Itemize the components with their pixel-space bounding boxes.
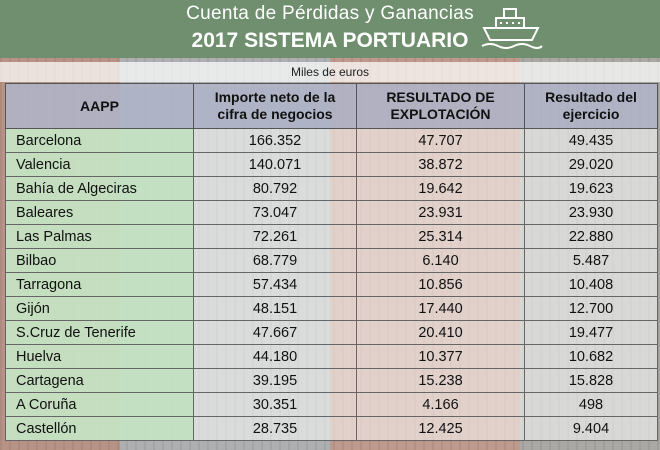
results-table: AAPP Importe neto de la cifra de negocio… <box>5 83 658 441</box>
header-title: 2017 SISTEMA PORTUARIO <box>191 29 469 52</box>
cell-resultado-explotacion: 38.872 <box>356 152 525 177</box>
cell-importe: 44.180 <box>193 344 357 369</box>
table-row: Bahía de Algeciras 80.792 19.642 19.623 <box>5 176 658 201</box>
cell-importe: 80.792 <box>193 176 357 201</box>
cell-importe: 28.735 <box>193 416 357 441</box>
cell-resultado-explotacion: 47.707 <box>356 128 525 153</box>
cell-resultado-ejercicio: 15.828 <box>524 368 658 393</box>
cell-resultado-explotacion: 10.377 <box>356 344 525 369</box>
table-row: Huelva 44.180 10.377 10.682 <box>5 344 658 369</box>
cell-resultado-explotacion: 20.410 <box>356 320 525 345</box>
cell-resultado-explotacion: 10.856 <box>356 272 525 297</box>
cell-resultado-explotacion: 17.440 <box>356 296 525 321</box>
column-header-resultado-explotacion: RESULTADO DE EXPLOTACIÓN <box>356 83 525 129</box>
cell-resultado-ejercicio: 49.435 <box>524 128 658 153</box>
header-subtitle: Cuenta de Pérdidas y Ganancias <box>186 3 474 24</box>
table-row: Cartagena 39.195 15.238 15.828 <box>5 368 658 393</box>
cell-importe: 166.352 <box>193 128 357 153</box>
cell-resultado-explotacion: 6.140 <box>356 248 525 273</box>
table-row: Gijón 48.151 17.440 12.700 <box>5 296 658 321</box>
table-row: S.Cruz de Tenerife 47.667 20.410 19.477 <box>5 320 658 345</box>
cell-resultado-explotacion: 15.238 <box>356 368 525 393</box>
cell-port: Baleares <box>5 200 194 225</box>
table-row: Bilbao 68.779 6.140 5.487 <box>5 248 658 273</box>
cell-port: Bahía de Algeciras <box>5 176 194 201</box>
cell-port: Castellón <box>5 416 194 441</box>
cell-port: Bilbao <box>5 248 194 273</box>
cell-importe: 30.351 <box>193 392 357 417</box>
cell-importe: 47.667 <box>193 320 357 345</box>
cell-importe: 39.195 <box>193 368 357 393</box>
cell-resultado-ejercicio: 10.408 <box>524 272 658 297</box>
table-row: Barcelona 166.352 47.707 49.435 <box>5 128 658 153</box>
cell-resultado-explotacion: 23.931 <box>356 200 525 225</box>
table-row: Las Palmas 72.261 25.314 22.880 <box>5 224 658 249</box>
ship-icon <box>481 8 543 49</box>
cell-importe: 140.071 <box>193 152 357 177</box>
table-row: Valencia 140.071 38.872 29.020 <box>5 152 658 177</box>
cell-port: A Coruña <box>5 392 194 417</box>
cell-importe: 73.047 <box>193 200 357 225</box>
cell-port: Gijón <box>5 296 194 321</box>
cell-resultado-ejercicio: 12.700 <box>524 296 658 321</box>
cell-importe: 57.434 <box>193 272 357 297</box>
cell-port: Valencia <box>5 152 194 177</box>
column-header-resultado-ejercicio: Resultado del ejercicio <box>524 83 658 129</box>
cell-resultado-ejercicio: 19.477 <box>524 320 658 345</box>
page-header: Cuenta de Pérdidas y Ganancias 2017 SIST… <box>0 0 660 58</box>
cell-resultado-explotacion: 4.166 <box>356 392 525 417</box>
table-row: Baleares 73.047 23.931 23.930 <box>5 200 658 225</box>
cell-importe: 48.151 <box>193 296 357 321</box>
cell-port: Huelva <box>5 344 194 369</box>
cell-resultado-explotacion: 12.425 <box>356 416 525 441</box>
cell-port: Cartagena <box>5 368 194 393</box>
cell-resultado-ejercicio: 9.404 <box>524 416 658 441</box>
cell-resultado-ejercicio: 29.020 <box>524 152 658 177</box>
cell-resultado-ejercicio: 22.880 <box>524 224 658 249</box>
cell-resultado-ejercicio: 5.487 <box>524 248 658 273</box>
cell-resultado-ejercicio: 19.623 <box>524 176 658 201</box>
cell-importe: 68.779 <box>193 248 357 273</box>
cell-port: Las Palmas <box>5 224 194 249</box>
cell-resultado-explotacion: 25.314 <box>356 224 525 249</box>
cell-importe: 72.261 <box>193 224 357 249</box>
cell-resultado-ejercicio: 498 <box>524 392 658 417</box>
units-label: Miles de euros <box>0 62 660 82</box>
cell-resultado-ejercicio: 10.682 <box>524 344 658 369</box>
column-header-importe: Importe neto de la cifra de negocios <box>193 83 357 129</box>
table-row: Castellón 28.735 12.425 9.404 <box>5 416 658 441</box>
cell-resultado-explotacion: 19.642 <box>356 176 525 201</box>
table-row: Tarragona 57.434 10.856 10.408 <box>5 272 658 297</box>
cell-resultado-ejercicio: 23.930 <box>524 200 658 225</box>
cell-port: S.Cruz de Tenerife <box>5 320 194 345</box>
cell-port: Tarragona <box>5 272 194 297</box>
column-header-aapp: AAPP <box>5 83 194 129</box>
table-row: A Coruña 30.351 4.166 498 <box>5 392 658 417</box>
cell-port: Barcelona <box>5 128 194 153</box>
table-header-row: AAPP Importe neto de la cifra de negocio… <box>5 83 658 129</box>
